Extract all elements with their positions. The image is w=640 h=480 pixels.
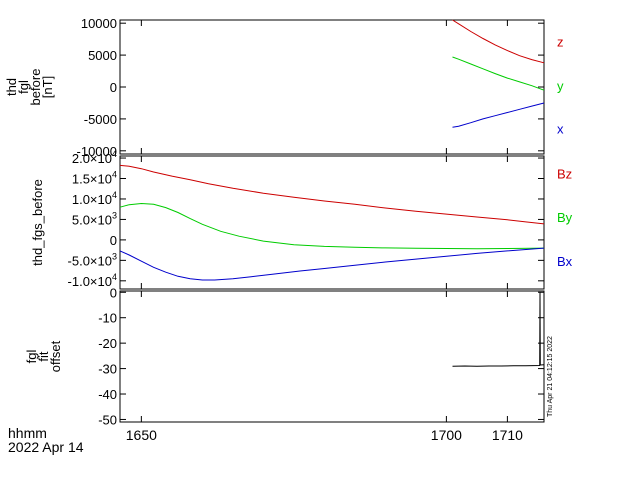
y-tick-mantissa: 1.0×10 [72,192,112,207]
y-axis-label: thd [4,78,19,96]
y-tick-label: -30 [98,362,117,377]
y-tick-label: -50 [98,412,117,427]
plot-frame [119,290,545,423]
legend-label-bz: Bz [557,166,572,181]
y-axis-label: offset [48,340,63,372]
y-tick-exponent: 3 [112,251,117,261]
y-axis-label: fgl [16,80,31,94]
timestamp-stamp: Thu Apr 21 04:12:15 2022 [547,336,554,417]
legend-label-x: x [557,122,564,137]
y-tick-label: -1.0×104 [68,272,117,289]
y-tick-label: -10 [98,311,117,326]
y-tick-exponent: 4 [112,149,117,159]
y-axis-label: fit [36,351,51,362]
y-axis-label: [nT] [40,76,55,98]
series-line-x [452,102,545,128]
y-tick-label: 10000 [81,16,117,31]
y-tick-label: -40 [98,387,117,402]
series-line-z [452,19,545,64]
x-tick-label: 1700 [431,427,462,443]
y-tick-label: -10000 [77,144,117,159]
y-tick-label: -5.0×103 [68,251,117,268]
y-tick-mantissa: 5.0×10 [72,212,112,227]
y-tick-exponent: 4 [112,170,117,180]
legend-label-z: z [557,34,564,49]
y-tick-exponent: 4 [112,190,117,200]
plot-frame [119,155,545,290]
series-line-bx [119,247,545,281]
y-axis-label: before [28,69,43,106]
y-tick-mantissa: 1.5×10 [72,172,112,187]
y-tick-exponent: 4 [112,272,117,282]
series-line-by [119,202,545,250]
legend-label-bx: Bx [557,254,573,269]
y-tick-label: -20 [98,336,117,351]
legend-label-y: y [557,79,564,94]
series-line-y [452,56,545,91]
date-label: 2022 Apr 14 [8,439,84,455]
panel-thd-fgs-before: 2.0×1041.5×1041.0×1045.0×1030-5.0×103-1.… [30,149,573,290]
series-line-bz [119,164,545,225]
x-tick-label: 1650 [126,427,157,443]
y-tick-mantissa: -1.0×10 [68,274,112,289]
y-axis-label: fgl [24,350,39,364]
y-tick-mantissa: 2.0×10 [72,151,112,166]
y-tick-mantissa: 0 [110,233,117,248]
y-axis-label: thd_fgs_before [30,179,45,266]
series-line-offset [452,292,545,367]
y-tick-label: 5.0×103 [72,210,117,227]
plot-frame [119,19,545,155]
y-tick-exponent: 3 [112,210,117,220]
time-axis-label: hhmm [8,425,47,441]
y-tick-mantissa: -5.0×10 [68,253,112,268]
y-tick-label: 2.0×104 [72,149,117,166]
y-tick-label: 5000 [88,48,117,63]
y-tick-label: 0 [110,233,117,248]
x-tick-label: 1710 [492,427,523,443]
y-tick-label: 1.0×104 [72,190,117,207]
y-tick-label: 0 [110,285,117,300]
y-tick-label: 0 [110,80,117,95]
y-tick-label: -5000 [84,112,117,127]
legend-label-by: By [557,210,573,225]
y-tick-label: 1.5×104 [72,170,117,187]
